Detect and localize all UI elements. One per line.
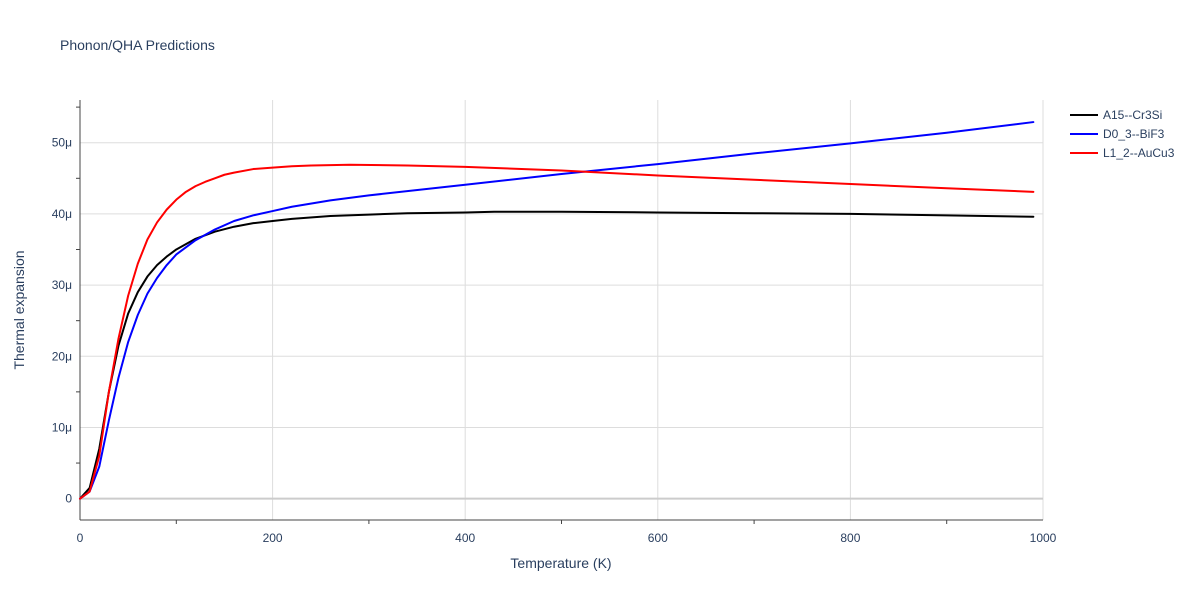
y-tick-label: 0 <box>65 492 72 506</box>
x-tick-label: 0 <box>77 531 84 545</box>
y-axis-title: Thermal expansion <box>11 250 27 369</box>
x-tick-label: 800 <box>840 531 860 545</box>
x-tick-label: 200 <box>263 531 283 545</box>
series-layer <box>79 121 1035 500</box>
legend[interactable]: A15--Cr3Si D0_3--BiF3 L1_2--AuCu3 <box>1070 108 1175 160</box>
legend-item[interactable]: L1_2--AuCu3 <box>1070 146 1175 160</box>
legend-item[interactable]: A15--Cr3Si <box>1070 108 1162 122</box>
legend-label: D0_3--BiF3 <box>1103 127 1165 141</box>
y-tick-label: 30μ <box>52 278 72 292</box>
y-tick-label: 10μ <box>52 420 72 434</box>
series-line-2 <box>79 163 1035 500</box>
legend-label: A15--Cr3Si <box>1103 108 1162 122</box>
tick-labels: 0 200 400 600 800 1000 0 10μ 20μ 30μ 40μ 50μ <box>52 136 1057 545</box>
y-tick-label: 20μ <box>52 349 72 363</box>
legend-label: L1_2--AuCu3 <box>1103 146 1175 160</box>
series-line-1 <box>79 121 1035 500</box>
axes-layer <box>76 100 1043 524</box>
legend-item[interactable]: D0_3--BiF3 <box>1070 127 1165 141</box>
x-tick-label: 600 <box>648 531 668 545</box>
y-tick-label: 40μ <box>52 207 72 221</box>
x-tick-label: 400 <box>455 531 475 545</box>
chart-title: Phonon/QHA Predictions <box>60 37 215 53</box>
x-tick-label: 1000 <box>1030 531 1057 545</box>
x-axis-title: Temperature (K) <box>510 555 611 571</box>
series-line-0 <box>79 210 1035 500</box>
y-tick-label: 50μ <box>52 136 72 150</box>
